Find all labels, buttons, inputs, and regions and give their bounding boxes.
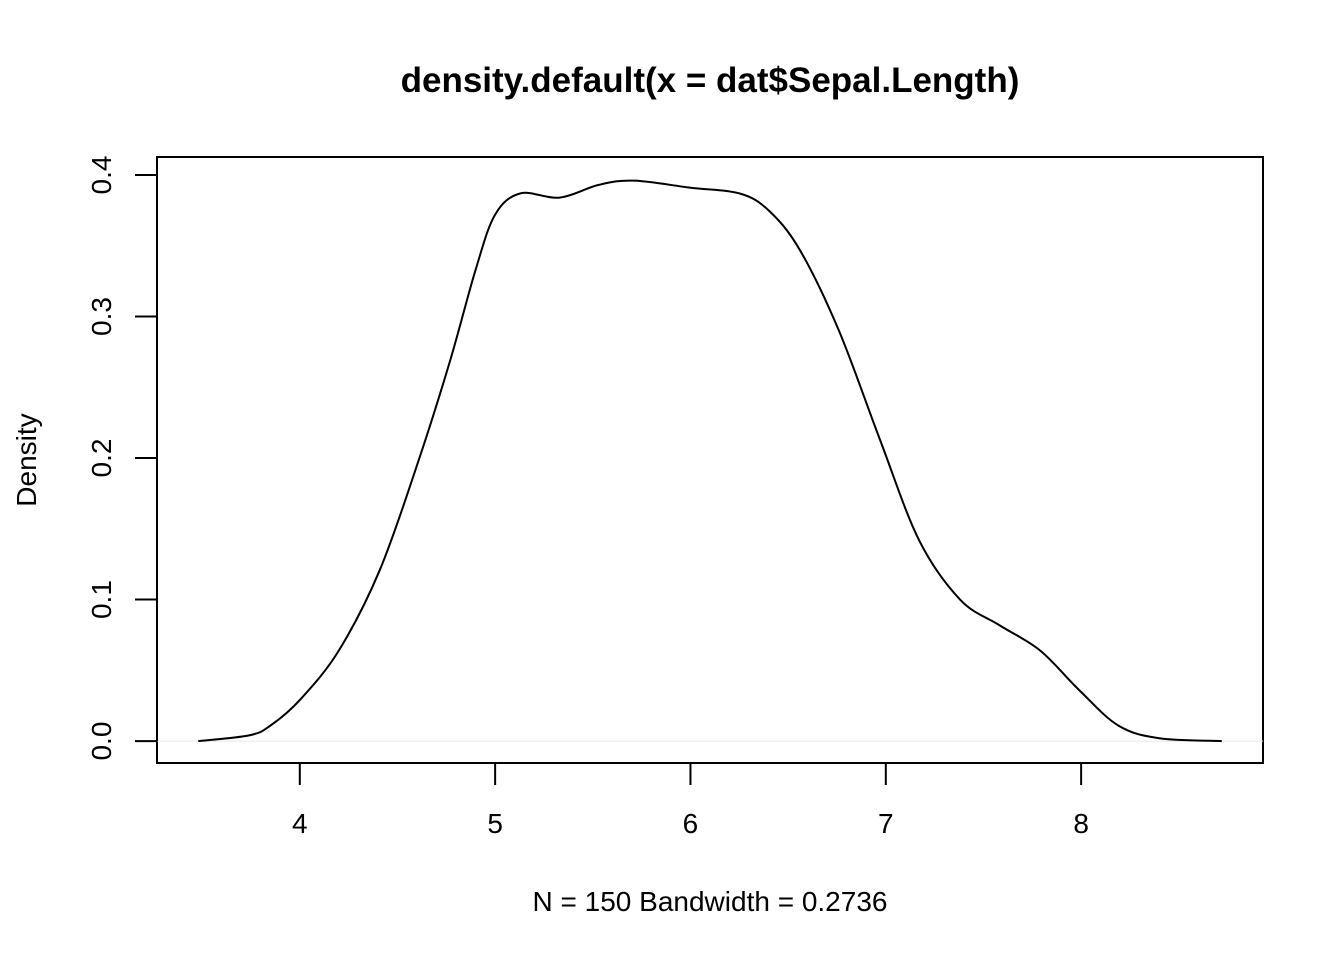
y-tick-label: 0.4 bbox=[86, 156, 117, 195]
y-axis-label: Density bbox=[11, 413, 42, 506]
x-tick-label: 7 bbox=[878, 808, 894, 839]
x-tick-label: 6 bbox=[683, 808, 699, 839]
x-tick-label: 4 bbox=[292, 808, 308, 839]
y-tick-label: 0.2 bbox=[86, 439, 117, 478]
x-axis-label: N = 150 Bandwidth = 0.2736 bbox=[533, 886, 888, 917]
x-tick-label: 5 bbox=[487, 808, 503, 839]
x-tick-label: 8 bbox=[1073, 808, 1089, 839]
y-tick-label: 0.1 bbox=[86, 580, 117, 619]
chart-title: density.default(x = dat$Sepal.Length) bbox=[401, 61, 1020, 100]
density-line bbox=[198, 179, 1222, 743]
y-tick-label: 0.3 bbox=[86, 297, 117, 336]
y-tick-label: 0.0 bbox=[86, 722, 117, 761]
